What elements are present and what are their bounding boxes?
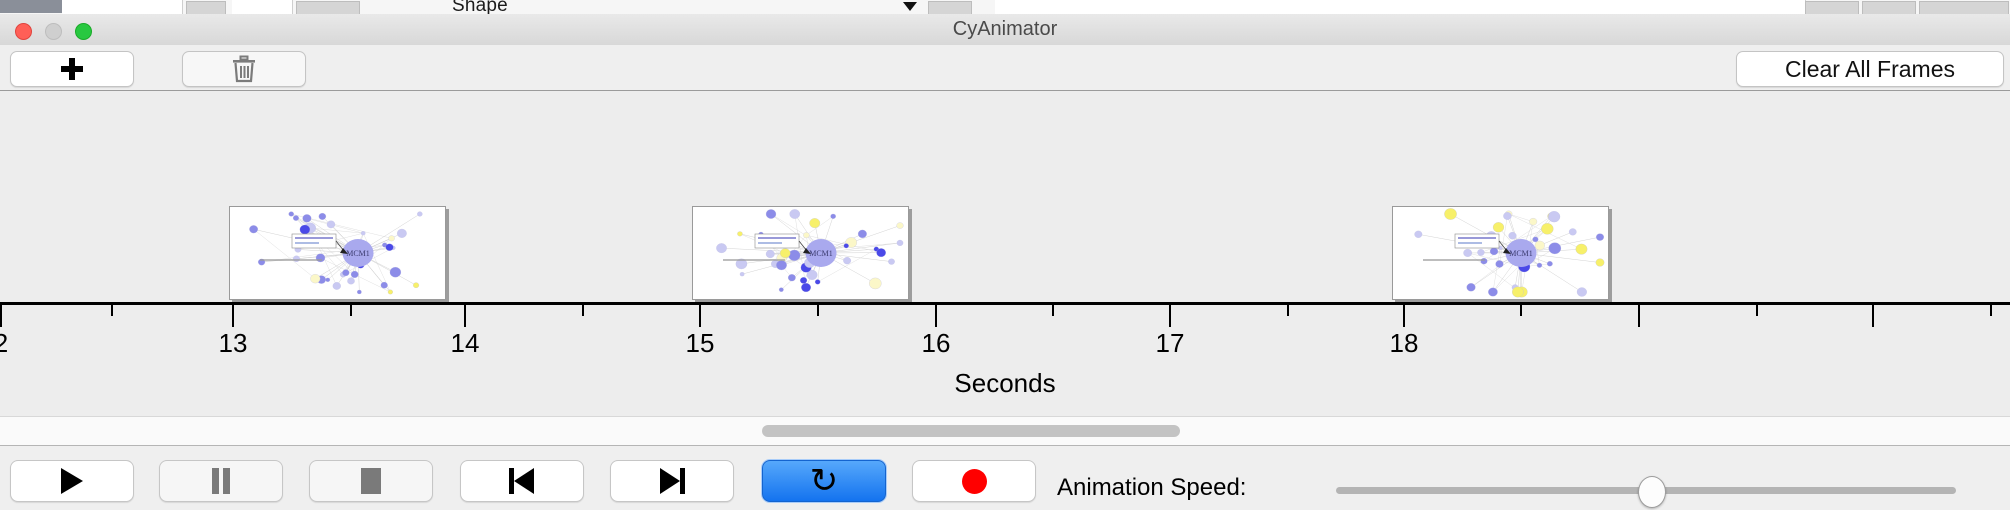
clear-all-frames-button[interactable]: Clear All Frames [1736, 51, 2004, 87]
frame-thumbnail[interactable]: MCM1 [1392, 206, 1609, 300]
ruler-tick [582, 305, 584, 316]
ruler-tick [232, 305, 234, 327]
background-cell [186, 1, 226, 14]
record-icon [961, 468, 987, 494]
ruler-tick [464, 305, 466, 327]
background-cell [1805, 1, 1859, 14]
network-thumbnail-image: MCM1 [693, 207, 908, 299]
ruler-tick-label: 2 [0, 328, 9, 358]
animation-speed-slider-thumb[interactable] [1638, 476, 1666, 508]
frame-thumbnail[interactable]: MCM1 [692, 206, 909, 300]
svg-text:MCM1: MCM1 [809, 249, 833, 258]
background-sort-arrow-icon [903, 2, 917, 11]
frame-thumbnail[interactable]: MCM1 [229, 206, 446, 300]
previous-frame-button[interactable] [460, 460, 584, 502]
animation-speed-slider[interactable] [1336, 476, 1956, 508]
record-button[interactable] [912, 460, 1036, 502]
ruler-baseline [0, 302, 2010, 305]
ruler-tick [1403, 305, 1405, 327]
animation-speed-label: Animation Speed: [1057, 474, 1247, 501]
frame-toolbar: Clear All Frames [0, 45, 2010, 91]
play-button[interactable] [10, 460, 134, 502]
ruler-tick-label: 17 [1155, 328, 1185, 358]
ruler-tick [1287, 305, 1289, 316]
ruler-tick [1638, 305, 1640, 327]
background-cell [120, 0, 183, 14]
plus-icon [61, 58, 83, 80]
background-window-dark-block [0, 0, 62, 13]
loop-button[interactable]: ↻ [762, 460, 886, 502]
background-window-label: Shape [452, 0, 508, 15]
ruler-tick-label: 16 [921, 328, 951, 358]
ruler-tick [1169, 305, 1171, 327]
background-cell [232, 0, 293, 14]
network-thumbnail-image: MCM1 [230, 207, 445, 299]
window-title: CyAnimator [952, 18, 1058, 40]
ruler-tick [1872, 305, 1874, 327]
skip-forward-icon [659, 468, 685, 494]
pause-button[interactable] [159, 460, 283, 502]
play-icon [61, 468, 83, 494]
ruler-tick-label: 13 [218, 328, 248, 358]
ruler-tick [935, 305, 937, 327]
skip-back-icon [509, 468, 535, 494]
ruler-tick [111, 305, 113, 316]
close-button[interactable] [15, 23, 32, 40]
background-cell [296, 1, 360, 14]
axis-title: Seconds [954, 368, 1056, 398]
ruler-tick [0, 305, 2, 327]
timeline-scrollbar[interactable] [0, 416, 2010, 446]
stop-icon [361, 468, 381, 494]
loop-icon: ↻ [809, 461, 839, 501]
timeline-ruler[interactable]: 2 13 14 15 16 17 18 Seconds [0, 302, 2010, 398]
stop-button[interactable] [309, 460, 433, 502]
playback-control-bar: ↻ Animation Speed: [0, 445, 2010, 510]
svg-text:MCM1: MCM1 [1509, 249, 1533, 258]
maximize-button[interactable] [75, 23, 92, 40]
background-cell [1919, 1, 2009, 14]
timeline-panel[interactable]: MCM1 MCM1 MCM1 2 13 14 15 16 17 18 Seconds [0, 91, 2010, 416]
pause-icon [211, 468, 231, 494]
trash-icon [233, 55, 255, 83]
background-cell [62, 0, 121, 14]
network-thumbnail-image: MCM1 [1393, 207, 1608, 299]
ruler-tick-label: 18 [1389, 328, 1419, 358]
background-cell [928, 1, 972, 14]
next-frame-button[interactable] [610, 460, 734, 502]
scrollbar-thumb[interactable] [762, 425, 1180, 437]
minimize-button[interactable] [45, 23, 62, 40]
ruler-tick-label: 14 [450, 328, 480, 358]
add-frame-button[interactable] [10, 51, 134, 87]
ruler-tick [1756, 305, 1758, 316]
title-bar: CyAnimator [0, 14, 2010, 46]
delete-frame-button[interactable] [182, 51, 306, 87]
ruler-tick [699, 305, 701, 327]
background-cell [995, 0, 1806, 14]
background-window-strip: Shape [0, 0, 2010, 15]
ruler-tick-label: 15 [685, 328, 715, 358]
ruler-tick [350, 305, 352, 316]
ruler-tick [1990, 305, 1992, 316]
background-cell [1862, 1, 1916, 14]
svg-text:MCM1: MCM1 [346, 249, 370, 258]
ruler-tick [1520, 305, 1522, 316]
ruler-tick [1052, 305, 1054, 316]
ruler-tick [817, 305, 819, 316]
